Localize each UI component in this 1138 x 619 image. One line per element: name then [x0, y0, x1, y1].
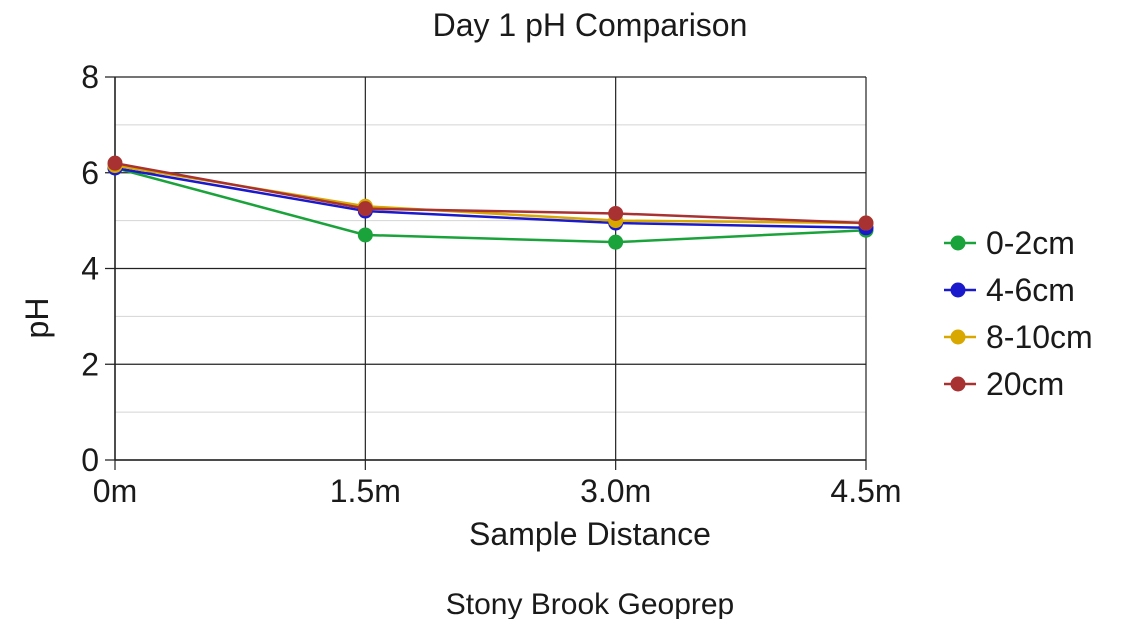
legend-marker-8-10cm [950, 329, 966, 345]
series-line-20cm [114, 161, 867, 225]
series-line-8-10cm [114, 164, 867, 225]
y-tick-labels: 0 2 4 6 8 [81, 59, 99, 478]
y-axis-label: pH [19, 298, 55, 339]
legend-label-4-6cm: 4-6cm [986, 272, 1075, 308]
x-tick-label: 0m [93, 473, 137, 509]
x-tick-label: 3.0m [580, 473, 651, 509]
x-axis-label: Sample Distance [469, 516, 711, 552]
y-tick-label: 8 [81, 59, 99, 95]
legend-label-0-2cm: 0-2cm [986, 225, 1075, 261]
series-line-4-6cm [114, 166, 867, 230]
legend-marker-4-6cm [950, 282, 966, 298]
grid [105, 76, 867, 470]
legend-label-20cm: 20cm [986, 366, 1064, 402]
y-tick-label: 2 [81, 346, 99, 382]
x-tick-label: 1.5m [330, 473, 401, 509]
data-point-0-2cm [608, 234, 624, 250]
chart-title: Day 1 pH Comparison [433, 7, 748, 43]
series-group [107, 155, 874, 250]
data-point-20cm [107, 155, 123, 171]
data-point-20cm [608, 205, 624, 221]
y-tick-label: 6 [81, 155, 99, 191]
x-tick-label: 4.5m [830, 473, 901, 509]
legend: 0-2cm 4-6cm 8-10cm 20cm [944, 225, 1093, 402]
legend-marker-20cm [950, 376, 966, 392]
legend-marker-0-2cm [950, 235, 966, 251]
legend-label-8-10cm: 8-10cm [986, 319, 1093, 355]
data-point-20cm [858, 215, 874, 231]
data-point-0-2cm [357, 227, 373, 243]
series-line-0-2cm [114, 166, 867, 244]
y-tick-label: 4 [81, 251, 99, 287]
data-point-20cm [357, 201, 373, 217]
y-tick-label: 0 [81, 442, 99, 478]
axes [114, 77, 866, 461]
chart-caption: Stony Brook Geoprep [446, 588, 735, 619]
x-tick-labels: 0m 1.5m 3.0m 4.5m [93, 473, 902, 509]
